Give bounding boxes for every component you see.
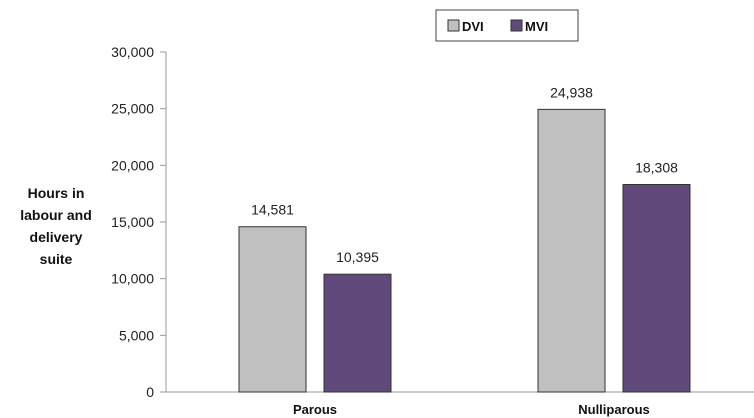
bar-mvi-parous	[323, 273, 392, 393]
bar-dvi-parous	[238, 226, 307, 393]
y-axis-label-line: delivery	[30, 229, 83, 245]
legend-swatch-mvi	[510, 19, 523, 32]
y-axis-label-line: labour and	[20, 207, 92, 223]
legend: DVI MVI	[435, 9, 579, 42]
y-tick-label: 15,000	[111, 214, 154, 230]
legend-box	[435, 9, 579, 42]
bars	[238, 108, 691, 393]
bar-mvi-nulliparous	[622, 184, 691, 393]
y-tick-label: 10,000	[111, 271, 154, 287]
x-category-label: Nulliparous	[578, 402, 650, 417]
y-tick-label: 5,000	[119, 327, 154, 343]
bar-dvi-nulliparous	[537, 108, 606, 393]
legend-swatch-dvi	[447, 19, 460, 32]
y-axis-label-line: Hours in	[28, 185, 85, 201]
y-tick-label: 25,000	[111, 101, 154, 117]
y-axis-label-line: suite	[40, 251, 73, 267]
legend-label-mvi: MVI	[525, 19, 548, 34]
data-labels: 14,581 10,395 24,938 18,308	[251, 84, 678, 265]
data-label: 24,938	[550, 84, 593, 100]
y-tick-label: 20,000	[111, 157, 154, 173]
data-label: 10,395	[336, 249, 379, 265]
category-labels: Parous Nulliparous	[293, 402, 650, 417]
data-label: 14,581	[251, 202, 294, 218]
y-axis-label: Hours in labour and delivery suite	[20, 185, 92, 267]
y-tick-label: 0	[146, 384, 154, 400]
y-tick-label: 30,000	[111, 44, 154, 60]
x-category-label: Parous	[293, 402, 337, 417]
data-label: 18,308	[635, 160, 678, 176]
legend-label-dvi: DVI	[462, 19, 484, 34]
y-axis-ticks: 0 5,000 10,000 15,000 20,000 25,000 30,000	[111, 44, 166, 400]
